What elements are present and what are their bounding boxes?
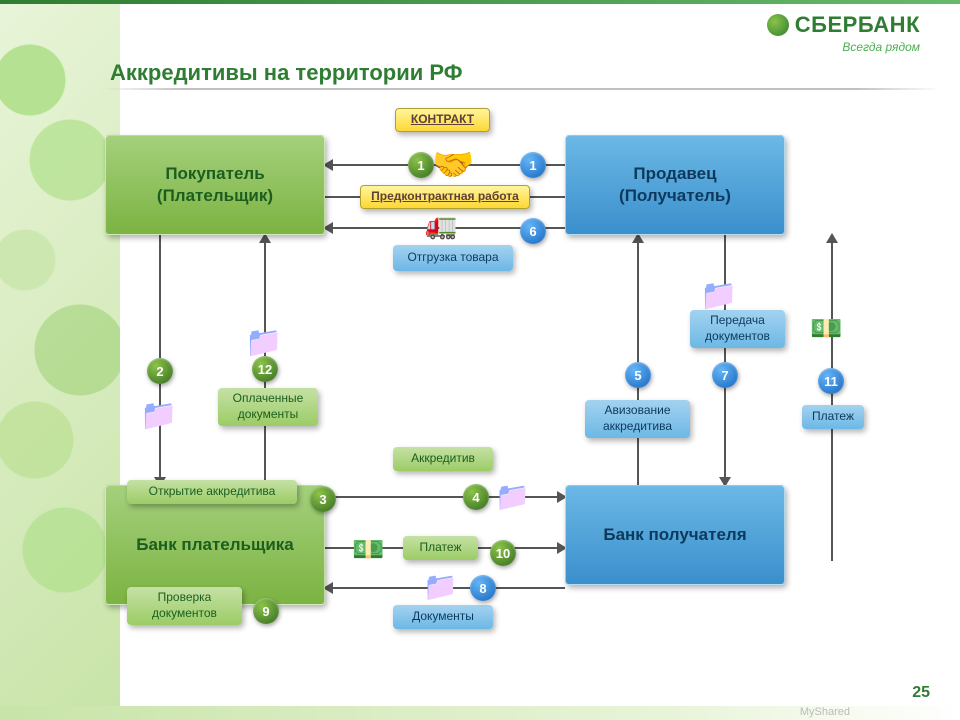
box-seller: Продавец (Получатель) (565, 135, 785, 235)
diagram-icon: 🤝 (432, 145, 474, 185)
step-badge-10: 10 (490, 540, 516, 566)
box-lbl_check_docs: Проверка документов (127, 587, 242, 625)
diagram-icon: 🚛 (425, 210, 457, 241)
step-badge-2: 2 (147, 358, 173, 384)
box-lbl_transfer_docs: Передача документов (690, 310, 785, 348)
box-lbl_accred: Аккредитив (393, 447, 493, 471)
arrow-line (637, 235, 639, 485)
box-lbl_documents: Документы (393, 605, 493, 629)
diagram-icon: 📁 (245, 325, 282, 360)
arrow-line (325, 196, 360, 198)
diagram-icon: 📁 (423, 570, 458, 603)
arrow-line (831, 235, 833, 561)
step-badge-9: 9 (253, 598, 279, 624)
box-tag_precontract: Предконтрактная работа (360, 185, 530, 209)
step-badge-6: 6 (520, 218, 546, 244)
step-badge-4: 4 (463, 484, 489, 510)
step-badge-8: 8 (470, 575, 496, 601)
box-lbl_shipment: Отгрузка товара (393, 245, 513, 271)
box-lbl_payment2: Платеж (403, 536, 478, 560)
step-badge-3: 3 (310, 486, 336, 512)
diagram-canvas: Покупатель (Плательщик) Продавец (Получат… (0, 0, 960, 720)
arrow-line (530, 196, 565, 198)
box-lbl_aviso: Авизование аккредитива (585, 400, 690, 438)
watermark: MyShared (800, 706, 850, 718)
diagram-icon: 📁 (495, 480, 530, 513)
arrow-head (826, 233, 838, 243)
box-bank_seller: Банк получателя (565, 485, 785, 585)
box-tag_contract: КОНТРАКТ (395, 108, 490, 132)
arrow-line (724, 235, 726, 485)
step-badge-5: 5 (625, 362, 651, 388)
box-lbl_payment: Платеж (802, 405, 864, 429)
box-lbl_paid_docs: Оплаченные документы (218, 388, 318, 426)
diagram-icon: 📁 (700, 278, 737, 313)
diagram-icon: 💵 (810, 313, 842, 344)
step-badge-1: 1 (520, 152, 546, 178)
diagram-icon: 💵 (352, 534, 384, 565)
step-badge-11: 11 (818, 368, 844, 394)
step-badge-1: 1 (408, 152, 434, 178)
step-badge-7: 7 (712, 362, 738, 388)
page-number: 25 (912, 684, 930, 702)
diagram-icon: 📁 (140, 398, 177, 433)
box-buyer: Покупатель (Плательщик) (105, 135, 325, 235)
box-lbl_open_accred: Открытие аккредитива (127, 480, 297, 504)
